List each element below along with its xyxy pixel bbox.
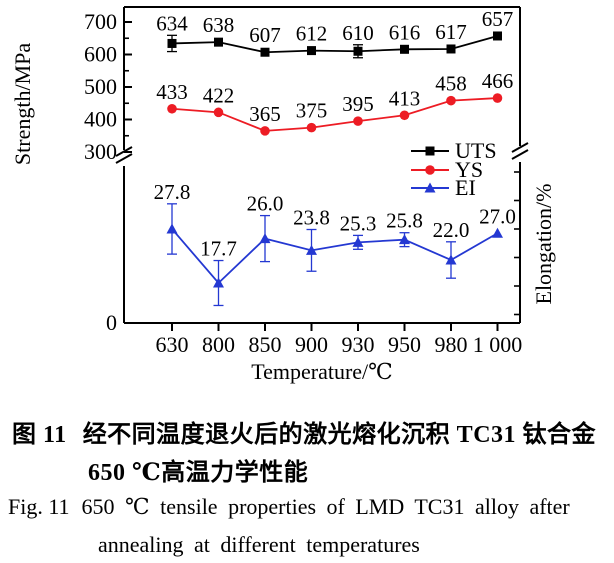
ys-data-label: 413 [389,86,421,110]
uts-data-label: 607 [249,23,281,47]
caption-en-figure-label: Fig. 11 [8,494,70,519]
x-axis-tick-label: 930 [342,332,375,357]
ys-data-label: 466 [482,69,514,93]
x-axis-tick-label: 800 [202,332,235,357]
ei-data-label: 27.8 [154,180,191,204]
ei-data-label: 27.0 [479,204,516,228]
ys-data-label: 458 [435,72,467,96]
caption-zh-figure-label: 图 11 [12,422,67,448]
uts-data-label: 634 [156,11,188,35]
ys-marker-icon [446,95,456,106]
legend-label-ys: YS [455,157,483,182]
x-axis-title: Temperature/℃ [251,359,393,384]
right-axis-title: Elongation/% [531,184,556,305]
uts-marker-icon [446,44,456,54]
ys-marker-icon [260,126,270,136]
uts-data-label: 638 [203,13,235,37]
tensile-properties-chart: 700 600 500 400 300 0 630 800 850 900 930 950 980 1 0… [10,6,556,384]
ys-marker-icon [213,107,224,118]
ys-data-label: 395 [342,92,374,116]
ei-line [171,228,498,285]
legend-marker-uts-icon [425,146,435,156]
ei-data-label: 25.8 [386,209,423,233]
legend-label-uts: UTS [455,138,497,163]
ys-line [171,97,498,132]
ys-marker-icon [399,110,410,121]
left-axis-tick-label: 300 [84,139,117,164]
left-axis-title: Strength/MPa [10,43,35,165]
uts-data-label: 617 [435,20,467,44]
axis-break-left-icon [115,153,133,164]
caption-zh-line2: 650 ℃高温力学性能 [88,460,309,486]
ei-marker-icon [492,227,503,238]
ys-marker-icon [353,116,363,126]
left-axis-zero-label: 0 [106,310,117,335]
ei-marker-icon [213,277,224,288]
caption-en-line1: Fig. 11 650 ℃ tensile properties of LMD T… [8,494,570,520]
ei-data-label: 26.0 [247,192,284,216]
axis-break-right-icon [511,142,529,153]
legend-label-ei: EI [455,175,476,200]
axis-break-right-icon [511,149,529,160]
ys-data-label: 433 [156,80,188,104]
uts-line [171,35,498,54]
ys-marker-icon [306,122,317,133]
x-axis-tick-label: 900 [295,332,328,357]
uts-marker-icon [307,46,316,56]
ei-marker-icon [166,223,178,234]
x-axis-tick-label: 1 000 [473,332,523,357]
uts-data-label: 616 [389,20,421,44]
legend-marker-ys-icon [425,165,435,175]
ei-data-label: 17.7 [200,237,237,261]
uts-marker-icon [260,47,270,57]
uts-data-label: 657 [482,7,514,31]
ei-marker-icon [306,244,317,255]
ei-data-label: 25.3 [340,211,377,235]
left-axis-tick-label: 600 [84,42,117,67]
caption-en-text: 650 ℃ tensile properties of LMD TC31 all… [81,494,570,519]
ys-data-label: 375 [296,99,328,123]
x-axis-tick-label: 950 [388,332,421,357]
legend-marker-ei-icon [424,182,436,193]
caption-zh-text: 经不同温度退火后的激光熔化沉积 TC31 钛合金 [82,422,597,448]
x-axis-tick-label: 850 [249,332,282,357]
ei-marker-icon [352,236,364,247]
ei-marker-icon [399,234,410,245]
ys-marker-icon [492,93,503,103]
ei-data-label: 23.8 [293,206,330,230]
uts-marker-icon [400,44,409,54]
ys-marker-icon [167,103,177,114]
left-axis-tick-label: 400 [84,107,117,132]
ei-marker-icon [259,233,271,244]
uts-data-label: 610 [342,21,374,45]
ys-data-label: 365 [249,102,281,126]
x-axis-tick-label: 980 [435,332,468,357]
ei-data-label: 22.0 [433,218,470,242]
caption-zh-line1: 图 11 经不同温度退火后的激光熔化沉积 TC31 钛合金 [12,414,596,449]
uts-marker-icon [214,37,223,47]
caption-en-line2: annealing at different temperatures [98,532,420,557]
uts-data-label: 612 [296,22,328,46]
ys-data-label: 422 [203,83,235,107]
left-axis-tick-label: 700 [84,9,117,34]
uts-marker-icon [167,38,177,48]
ei-marker-icon [445,254,457,265]
x-axis-tick-label: 630 [156,332,189,357]
uts-marker-icon [353,46,363,56]
left-axis-tick-label: 500 [84,74,117,99]
uts-marker-icon [493,31,502,41]
